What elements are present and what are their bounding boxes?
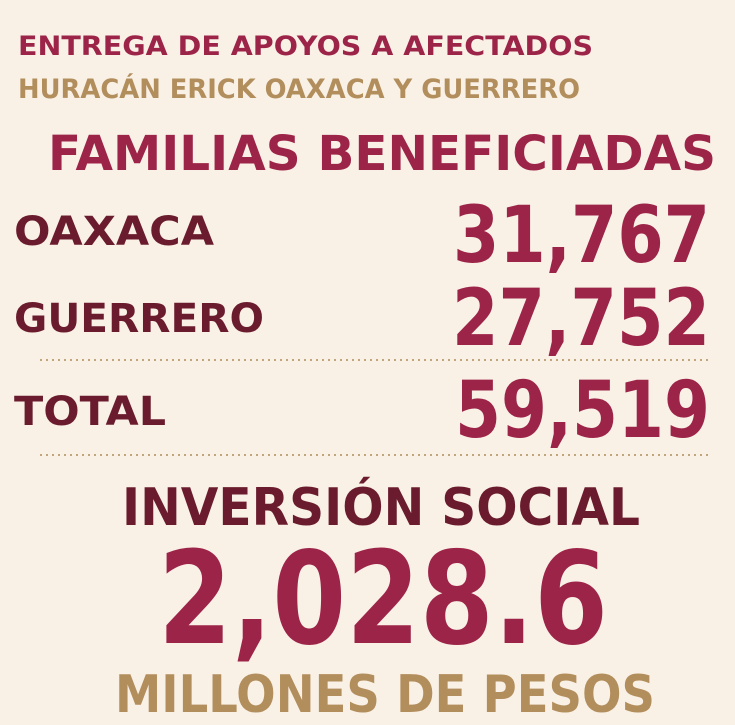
total-label: TOTAL [14, 389, 166, 435]
row-value: 31,767 [453, 191, 710, 281]
investment-amount: 2,028.6 [158, 525, 608, 674]
investment-heading: INVERSIÓN SOCIAL [122, 476, 640, 538]
investment-unit: MILLONES DE PESOS [115, 665, 655, 725]
subtitle: HURACÁN ERICK OAXACA Y GUERRERO [18, 73, 580, 105]
total-value: 59,519 [455, 366, 710, 456]
row-value: 27,752 [452, 274, 710, 364]
section-heading: FAMILIAS BENEFICIADAS [48, 126, 716, 182]
row-label: OAXACA [14, 209, 214, 255]
row-label: GUERRERO [14, 296, 264, 342]
title: ENTREGA DE APOYOS A AFECTADOS [18, 31, 593, 62]
